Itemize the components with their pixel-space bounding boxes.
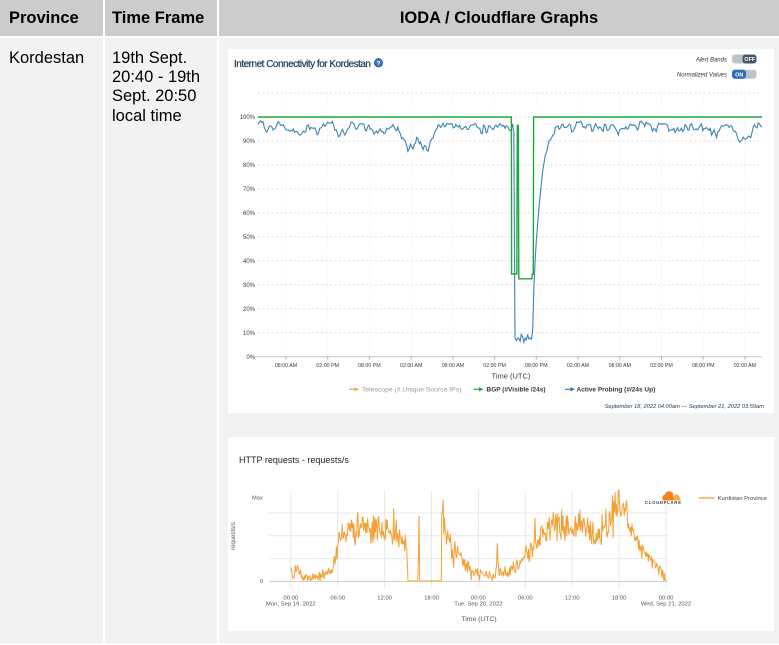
svg-text:Tue, Sep 20, 2022: Tue, Sep 20, 2022 [454, 602, 502, 608]
svg-text:02:00 AM: 02:00 AM [400, 363, 422, 369]
svg-text:18:00: 18:00 [612, 596, 627, 602]
svg-text:Normalized Values: Normalized Values [677, 73, 727, 79]
svg-text:08:00 PM: 08:00 PM [358, 363, 381, 369]
svg-text:40%: 40% [243, 259, 256, 265]
svg-text:requests/s: requests/s [231, 522, 237, 550]
svg-text:02:00 AM: 02:00 AM [567, 363, 589, 369]
svg-text:50%: 50% [243, 235, 256, 241]
svg-text:HTTP requests - requests/s: HTTP requests - requests/s [239, 455, 349, 465]
svg-text:08:00 AM: 08:00 AM [442, 363, 464, 369]
svg-text:100%: 100% [240, 115, 256, 121]
svg-text:OFF: OFF [744, 57, 756, 63]
svg-text:90%: 90% [243, 139, 256, 145]
svg-text:Mon, Sep 19, 2022: Mon, Sep 19, 2022 [266, 602, 316, 608]
svg-text:02:00 PM: 02:00 PM [483, 363, 506, 369]
svg-text:20%: 20% [243, 307, 256, 313]
svg-text:September 18, 2022 04:00am — S: September 18, 2022 04:00am — September 2… [605, 404, 765, 410]
svg-text:70%: 70% [243, 187, 256, 193]
svg-text:Active Probing (#/24s Up): Active Probing (#/24s Up) [577, 387, 656, 394]
svg-text:?: ? [377, 61, 381, 68]
svg-text:10%: 10% [243, 331, 256, 337]
svg-text:00:00: 00:00 [471, 596, 486, 602]
svg-text:02:00 PM: 02:00 PM [316, 363, 339, 369]
svg-text:60%: 60% [243, 211, 256, 217]
svg-text:06:00: 06:00 [518, 596, 533, 602]
svg-text:12:00: 12:00 [565, 596, 580, 602]
svg-text:08:00 AM: 08:00 AM [609, 363, 631, 369]
svg-text:0%: 0% [246, 355, 255, 361]
svg-text:18:00: 18:00 [424, 596, 439, 602]
svg-text:08:00 PM: 08:00 PM [525, 363, 548, 369]
svg-text:08:00 PM: 08:00 PM [692, 363, 715, 369]
svg-text:CLOUDFLARE: CLOUDFLARE [645, 500, 682, 505]
svg-text:0: 0 [260, 579, 264, 585]
svg-text:Kurdistan Province: Kurdistan Province [718, 496, 768, 502]
svg-text:ON: ON [735, 72, 743, 78]
svg-text:Time (UTC): Time (UTC) [492, 372, 531, 381]
svg-text:Wed, Sep 21, 2022: Wed, Sep 21, 2022 [641, 602, 691, 608]
svg-text:00:00: 00:00 [659, 596, 674, 602]
svg-text:00:00: 00:00 [283, 596, 298, 602]
svg-text:12:00: 12:00 [377, 596, 392, 602]
svg-text:30%: 30% [243, 283, 256, 289]
svg-text:80%: 80% [243, 163, 256, 169]
svg-text:02:00 PM: 02:00 PM [650, 363, 673, 369]
svg-text:Internet Connectivity for Kord: Internet Connectivity for Kordestan [234, 59, 370, 70]
svg-text:08:00 AM: 08:00 AM [275, 363, 297, 369]
svg-text:Max: Max [252, 496, 263, 502]
svg-text:06:00: 06:00 [330, 596, 345, 602]
svg-text:Telescope (# Unique Source IPs: Telescope (# Unique Source IPs) [362, 387, 461, 394]
svg-text:02:00 AM: 02:00 AM [734, 363, 756, 369]
svg-text:Time (UTC): Time (UTC) [461, 616, 496, 623]
svg-text:Alert Bands: Alert Bands [695, 57, 727, 63]
svg-text:BGP (#Visible /24s): BGP (#Visible /24s) [487, 387, 546, 394]
